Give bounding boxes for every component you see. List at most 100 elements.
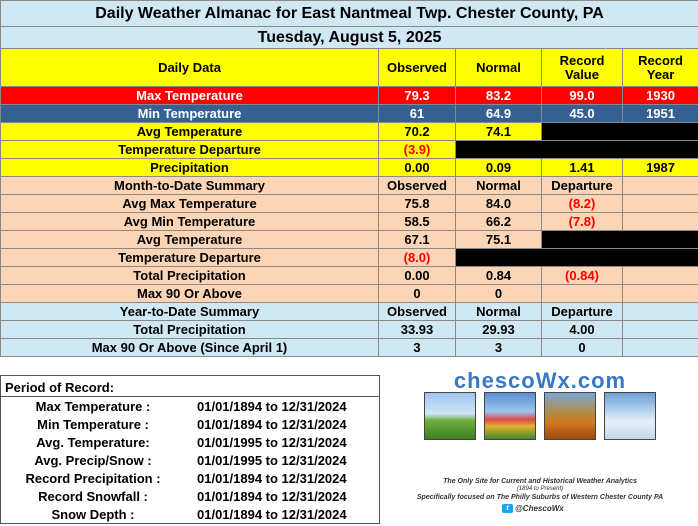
por-row: Snow Depth : 01/01/1894 to 12/31/2024 [1,507,379,525]
blackout-cell [540,122,698,141]
mtd-avg-max-departure: (8.2) [541,194,623,213]
ytd-max90-label: Max 90 Or Above (Since April 1) [0,338,379,357]
daily-header-normal: Normal [455,48,542,87]
ytd-total-precip-departure: 4.00 [541,320,623,339]
por-label: Snow Depth : [51,507,135,522]
ytd-header-departure: Departure [541,302,623,321]
daily-max-temp-observed: 79.3 [378,86,456,105]
daily-precip-record: 1.41 [541,158,623,177]
por-row: Min Temperature : 01/01/1894 to 12/31/20… [1,417,379,435]
empty-cell [621,284,698,303]
empty-cell [621,266,698,285]
daily-max-temp-row: Max Temperature 79.3 83.2 99.0 1930 [0,86,698,105]
por-label: Min Temperature : [37,417,149,432]
daily-precip-year: 1987 [621,158,698,177]
por-range: 01/01/1894 to 12/31/2024 [197,471,347,486]
mtd-max90-normal: 0 [455,284,542,303]
twitter-handle: t @ChescoWx [502,504,564,514]
mtd-total-precip-departure: (0.84) [541,266,623,285]
mtd-max90-row: Max 90 Or Above 0 0 [0,284,698,303]
divider [1,396,379,397]
empty-cell [621,338,698,357]
daily-max-temp-record: 99.0 [541,86,623,105]
empty-cell [541,284,623,303]
por-label: Record Snowfall : [38,489,148,504]
mtd-avg-max-row: Avg Max Temperature 75.8 84.0 (8.2) [0,194,698,213]
daily-min-temp-normal: 64.9 [455,104,542,123]
por-row: Avg. Precip/Snow : 01/01/1995 to 12/31/2… [1,453,379,471]
empty-cell [621,194,698,213]
por-range: 01/01/1995 to 12/31/2024 [197,453,347,468]
por-row: Max Temperature : 01/01/1894 to 12/31/20… [1,399,379,417]
mtd-total-precip-observed: 0.00 [378,266,456,285]
por-row: Record Snowfall : 01/01/1894 to 12/31/20… [1,489,379,507]
period-of-record-box: Period of Record: Max Temperature : 01/0… [0,375,380,524]
logo-tagline: The Only Site for Current and Historical… [443,478,637,485]
daily-departure-observed: (3.9) [378,140,456,159]
por-label: Record Precipitation : [25,471,161,486]
autumn-photo [544,392,596,440]
logo-tagline-years: (1894 to Present) [516,486,564,492]
mtd-avg-max-label: Avg Max Temperature [0,194,379,213]
mtd-max90-observed: 0 [378,284,456,303]
mtd-avg-max-normal: 84.0 [455,194,542,213]
daily-min-temp-year: 1951 [621,104,698,123]
period-of-record-title: Period of Record: [5,380,115,395]
daily-avg-temp-normal: 74.1 [455,122,542,141]
daily-avg-temp-observed: 70.2 [378,122,456,141]
daily-departure-row: Temperature Departure (3.9) [0,140,698,159]
daily-min-temp-row: Min Temperature 61 64.9 45.0 1951 [0,104,698,123]
por-row: Avg. Temperature: 01/01/1995 to 12/31/20… [1,435,379,453]
daily-precip-observed: 0.00 [378,158,456,177]
twitter-icon: t [502,504,513,514]
ytd-max90-normal: 3 [455,338,542,357]
daily-min-temp-record: 45.0 [541,104,623,123]
ytd-total-precip-row: Total Precipitation 33.93 29.93 4.00 [0,320,698,339]
mtd-avg-min-label: Avg Min Temperature [0,212,379,231]
daily-header-observed: Observed [378,48,456,87]
mtd-avg-min-row: Avg Min Temperature 58.5 66.2 (7.8) [0,212,698,231]
daily-max-temp-label: Max Temperature [0,86,379,105]
mtd-header-departure: Departure [541,176,623,195]
daily-header-row: Daily Data Observed Normal Record Value … [0,48,698,87]
mtd-avg-temp-row: Avg Temperature 67.1 75.1 [0,230,698,249]
daily-precip-row: Precipitation 0.00 0.09 1.41 1987 [0,158,698,177]
mtd-departure-row: Temperature Departure (8.0) [0,248,698,267]
empty-cell [621,212,698,231]
daily-precip-normal: 0.09 [455,158,542,177]
mtd-total-precip-normal: 0.84 [455,266,542,285]
almanac-title: Daily Weather Almanac for East Nantmeal … [0,0,698,27]
summer-photo [484,392,536,440]
por-range: 01/01/1894 to 12/31/2024 [197,489,347,504]
daily-departure-label: Temperature Departure [0,140,379,159]
mtd-avg-temp-observed: 67.1 [378,230,456,249]
por-range: 01/01/1995 to 12/31/2024 [197,435,347,450]
ytd-total-precip-observed: 33.93 [378,320,456,339]
mtd-header-row: Month-to-Date Summary Observed Normal De… [0,176,698,195]
por-label: Avg. Temperature: [36,435,150,450]
mtd-header-label: Month-to-Date Summary [0,176,379,195]
winter-photo [604,392,656,440]
spring-photo [424,392,476,440]
por-label: Max Temperature : [35,399,151,414]
mtd-avg-min-observed: 58.5 [378,212,456,231]
mtd-total-precip-label: Total Precipitation [0,266,379,285]
daily-min-temp-observed: 61 [378,104,456,123]
daily-max-temp-year: 1930 [621,86,698,105]
empty-cell [621,176,698,195]
blackout-cell [540,230,698,249]
ytd-max90-observed: 3 [378,338,456,357]
title-row: Daily Weather Almanac for East Nantmeal … [0,0,698,27]
logo-brand: chescoWx.com [453,368,627,393]
blackout-cell [454,248,698,267]
mtd-total-precip-row: Total Precipitation 0.00 0.84 (0.84) [0,266,698,285]
daily-header-record-year: Record Year [621,48,698,87]
ytd-header-row: Year-to-Date Summary Observed Normal Dep… [0,302,698,321]
por-range: 01/01/1894 to 12/31/2024 [197,417,347,432]
daily-max-temp-normal: 83.2 [455,86,542,105]
mtd-max90-label: Max 90 Or Above [0,284,379,303]
empty-cell [621,320,698,339]
mtd-departure-observed: (8.0) [378,248,456,267]
mtd-header-observed: Observed [378,176,456,195]
